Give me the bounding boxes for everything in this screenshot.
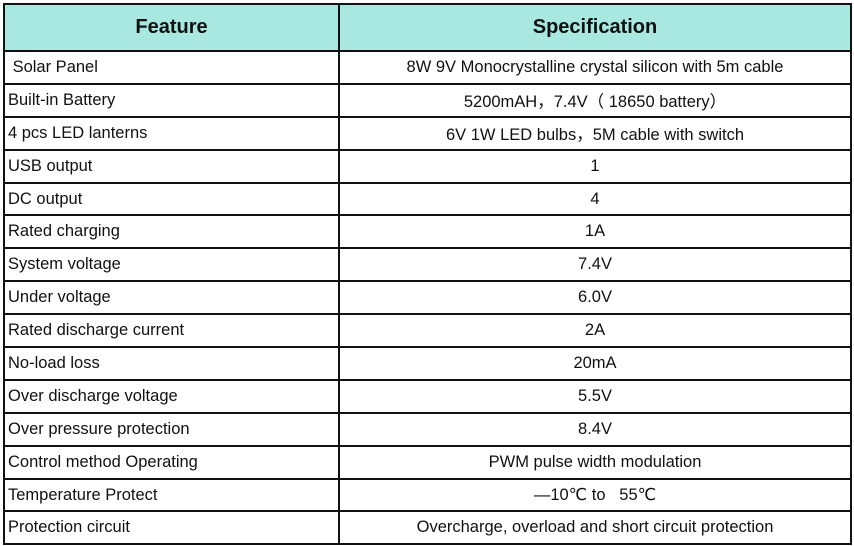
specification-cell: 20mA: [338, 346, 852, 381]
specification-cell: 4: [338, 181, 852, 217]
table-row: Over pressure protection 8.4V: [3, 411, 852, 447]
feature-cell: Temperature Protect: [3, 477, 340, 513]
table-row: Temperature Protect —10℃ to 55℃: [3, 477, 852, 513]
table-row: Built-in Battery 5200mAH，7.4V（ 18650 batt…: [3, 82, 852, 118]
feature-cell: Rated discharge current: [3, 313, 340, 349]
specification-cell: 6V 1W LED bulbs，5M cable with switch: [338, 115, 852, 151]
feature-cell: Solar Panel: [3, 50, 340, 85]
specification-cell: —10℃ to 55℃: [338, 477, 852, 513]
specification-cell: 1: [338, 148, 852, 184]
table-row: 4 pcs LED lanterns 6V 1W LED bulbs，5M cab…: [3, 115, 852, 151]
feature-cell: Protection circuit: [3, 510, 340, 546]
table-row: No-load loss 20mA: [3, 346, 852, 381]
table-row: Protection circuit Overcharge, overload a…: [3, 510, 852, 546]
feature-cell: Over pressure protection: [3, 411, 340, 447]
feature-cell: Built-in Battery: [3, 82, 340, 118]
feature-cell: 4 pcs LED lanterns: [3, 115, 340, 151]
feature-cell: System voltage: [3, 247, 340, 283]
feature-cell: Rated charging: [3, 214, 340, 250]
specification-cell: 5.5V: [338, 378, 852, 414]
specification-cell: 8.4V: [338, 411, 852, 447]
specification-cell: 2A: [338, 313, 852, 349]
table-row: Under voltage 6.0V: [3, 280, 852, 316]
header-specification: Specification: [338, 3, 852, 52]
feature-cell: Under voltage: [3, 280, 340, 316]
table-row: DC output 4: [3, 181, 852, 217]
specification-cell: 6.0V: [338, 280, 852, 316]
header-feature: Feature: [3, 3, 340, 52]
spec-table: Feature Specification Solar Panel 8W 9V M…: [3, 3, 852, 546]
specification-cell: 1A: [338, 214, 852, 250]
table-row: System voltage 7.4V: [3, 247, 852, 283]
table-row: Rated discharge current 2A: [3, 313, 852, 349]
table-row: Over discharge voltage 5.5V: [3, 378, 852, 414]
specification-cell: Overcharge, overload and short circuit p…: [338, 510, 852, 546]
feature-cell: Control method Operating: [3, 444, 340, 480]
feature-cell: No-load loss: [3, 346, 340, 381]
header-row: Feature Specification: [3, 3, 852, 52]
specification-cell: 7.4V: [338, 247, 852, 283]
table-row: USB output 1: [3, 148, 852, 184]
table-row: Rated charging 1A: [3, 214, 852, 250]
specification-cell: 8W 9V Monocrystalline crystal silicon wi…: [338, 50, 852, 85]
feature-cell: USB output: [3, 148, 340, 184]
table-row: Solar Panel 8W 9V Monocrystalline crystal…: [3, 50, 852, 85]
table-row: Control method Operating PWM pulse width …: [3, 444, 852, 480]
specification-cell: PWM pulse width modulation: [338, 444, 852, 480]
feature-cell: Over discharge voltage: [3, 378, 340, 414]
feature-cell: DC output: [3, 181, 340, 217]
specification-cell: 5200mAH，7.4V（ 18650 battery）: [338, 82, 852, 118]
